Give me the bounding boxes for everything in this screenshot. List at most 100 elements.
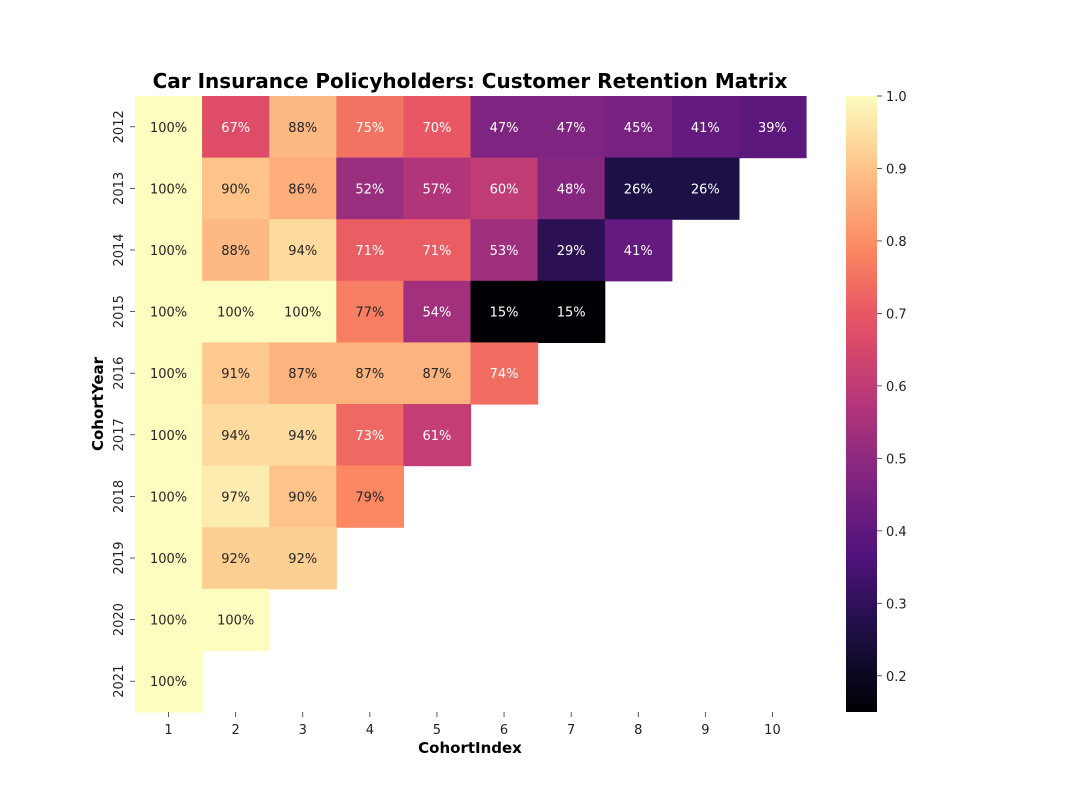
cell-value-label: 74% xyxy=(490,367,519,382)
cell-value-label: 90% xyxy=(288,490,317,505)
cell-value-label: 15% xyxy=(557,306,586,321)
heatmap-cell xyxy=(135,96,203,159)
heatmap-cell xyxy=(202,280,270,343)
x-tick-label: 8 xyxy=(634,723,642,738)
heatmap-cell xyxy=(269,280,337,343)
cell-value-label: 52% xyxy=(355,182,384,197)
heatmap-cell xyxy=(269,96,337,159)
cell-value-label: 100% xyxy=(150,367,187,382)
cell-value-label: 39% xyxy=(758,121,787,136)
cell-value-label: 26% xyxy=(624,182,653,197)
x-tick-label: 3 xyxy=(299,723,307,738)
cell-value-label: 100% xyxy=(150,429,187,444)
colorbar-tick-label: 0.9 xyxy=(886,162,907,177)
heatmap-cell xyxy=(269,342,337,405)
cell-value-label: 87% xyxy=(422,367,451,382)
colorbar-ticks: 0.2 0.3 0.4 0.5 0.6 0.7 0.8 0.9 1.0 xyxy=(877,90,907,685)
heatmap-cell xyxy=(269,157,337,220)
heatmap-cell xyxy=(537,157,606,220)
heatmap-cell xyxy=(403,157,472,220)
x-axis-label: CohortIndex xyxy=(418,739,522,757)
heatmap-cell xyxy=(336,219,404,282)
heatmap-cell xyxy=(336,280,404,343)
heatmap-cell xyxy=(135,280,203,343)
cell-value-label: 41% xyxy=(624,244,653,259)
cell-value-label: 47% xyxy=(557,121,586,136)
cell-value-label: 73% xyxy=(355,429,384,444)
heatmap-cell xyxy=(738,96,807,159)
heatmap-cell xyxy=(202,219,270,282)
x-tick-label: 5 xyxy=(433,723,441,738)
cell-value-label: 88% xyxy=(288,121,317,136)
cell-value-label: 100% xyxy=(217,614,254,629)
heatmap-cells: 100% 67% 88% 75% 70% 47% 47% 45% 41% 39% 100% 90% 86… xyxy=(135,96,807,713)
heatmap-cell xyxy=(202,404,270,467)
cell-value-label: 94% xyxy=(221,429,250,444)
heatmap-cell xyxy=(336,465,404,528)
heatmap-cell xyxy=(537,219,606,282)
cell-value-label: 77% xyxy=(355,306,384,321)
heatmap-cell xyxy=(604,96,673,159)
heatmap-cell xyxy=(470,219,539,282)
chart-title: Car Insurance Policyholders: Customer Re… xyxy=(153,69,788,93)
x-tick-label: 10 xyxy=(764,723,781,738)
heatmap-cell xyxy=(537,96,606,159)
y-tick-label: 2012 xyxy=(112,110,127,143)
heatmap-cell xyxy=(470,280,539,343)
heatmap-cell xyxy=(403,404,472,467)
y-axis-ticks: 2012 2013 2014 2015 2016 2017 2018 2019 2020 2021 xyxy=(112,110,135,698)
cell-value-label: 92% xyxy=(221,552,250,567)
colorbar xyxy=(846,96,877,712)
heatmap-cell xyxy=(604,219,673,282)
cell-value-label: 70% xyxy=(422,121,451,136)
cell-value-label: 100% xyxy=(150,182,187,197)
colorbar-tick-label: 0.8 xyxy=(886,235,907,250)
heatmap-cell xyxy=(202,465,270,528)
colorbar-tick-label: 0.3 xyxy=(886,597,907,612)
heatmap-cell xyxy=(336,404,404,467)
heatmap-cell xyxy=(202,96,270,159)
heatmap-cell xyxy=(269,219,337,282)
heatmap-cell xyxy=(202,342,270,405)
heatmap-cell xyxy=(269,404,337,467)
y-tick-label: 2018 xyxy=(112,480,127,513)
cell-value-label: 86% xyxy=(288,182,317,197)
x-tick-label: 6 xyxy=(500,723,508,738)
cell-value-label: 100% xyxy=(150,244,187,259)
colorbar-tick-label: 0.2 xyxy=(886,670,907,685)
heatmap-cell xyxy=(269,465,337,528)
heatmap-cell xyxy=(403,219,472,282)
heatmap-cell xyxy=(202,588,270,651)
cell-value-label: 94% xyxy=(288,244,317,259)
heatmap-cell xyxy=(135,588,203,651)
heatmap-cell xyxy=(403,96,472,159)
heatmap-cell xyxy=(135,342,203,405)
cell-value-label: 67% xyxy=(221,121,250,136)
y-tick-label: 2013 xyxy=(112,172,127,205)
heatmap-cell xyxy=(135,650,203,713)
colorbar-tick-label: 0.4 xyxy=(886,525,907,540)
x-tick-label: 2 xyxy=(232,723,240,738)
heatmap-cell xyxy=(470,96,539,159)
cell-value-label: 71% xyxy=(422,244,451,259)
cell-value-label: 79% xyxy=(355,490,384,505)
heatmap-cell xyxy=(470,342,539,405)
y-tick-label: 2020 xyxy=(112,603,127,636)
y-tick-label: 2019 xyxy=(112,541,127,574)
cell-value-label: 100% xyxy=(150,675,187,690)
cell-value-label: 100% xyxy=(150,614,187,629)
cell-value-label: 71% xyxy=(355,244,384,259)
heatmap-cell xyxy=(269,527,337,590)
colorbar-tick-label: 0.6 xyxy=(886,380,907,395)
colorbar-tick-label: 1.0 xyxy=(886,90,907,105)
cell-value-label: 61% xyxy=(422,429,451,444)
heatmap-cell xyxy=(671,157,740,220)
cell-value-label: 54% xyxy=(422,306,451,321)
cell-value-label: 90% xyxy=(221,182,250,197)
heatmap-cell xyxy=(135,465,203,528)
heatmap-cell xyxy=(604,157,673,220)
cell-value-label: 100% xyxy=(217,306,254,321)
y-tick-label: 2021 xyxy=(112,665,127,698)
heatmap-cell xyxy=(336,157,404,220)
